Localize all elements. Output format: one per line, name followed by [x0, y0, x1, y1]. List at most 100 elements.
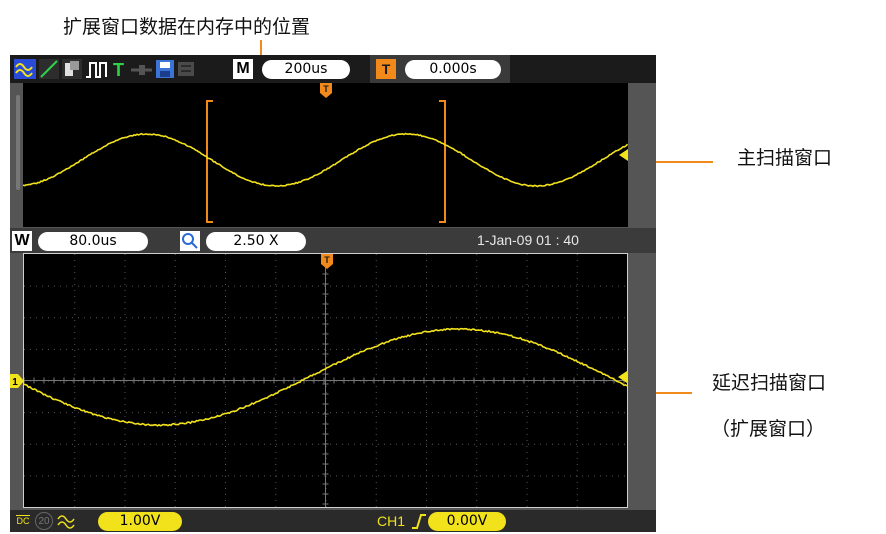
grid-dot [486, 412, 487, 413]
grid-dot [72, 317, 73, 318]
grid-dot [74, 278, 75, 279]
grid-dot [577, 350, 578, 351]
grid-dot [426, 458, 427, 459]
grid-dot [312, 349, 313, 350]
grid-dot [78, 475, 79, 476]
grid-dot [162, 349, 163, 350]
grid-dot [528, 475, 529, 476]
grid-dot [225, 410, 226, 411]
grid-dot [192, 317, 193, 318]
grid-dot [378, 286, 379, 287]
grid-dot [225, 422, 226, 423]
grid-dot [577, 374, 578, 375]
grid-dot [126, 286, 127, 287]
grid-dot [275, 314, 276, 315]
grid-dot [275, 506, 276, 507]
grid-dot [90, 286, 91, 287]
grid-dot [577, 416, 578, 417]
grid-dot [225, 404, 226, 405]
grid-dot [156, 412, 157, 413]
grid-dot [125, 476, 126, 477]
grid-dot [210, 349, 211, 350]
grid-dot [225, 446, 226, 447]
grid-dot [270, 475, 271, 476]
timebase-readout[interactable]: 200us [262, 60, 350, 79]
grid-dot [376, 404, 377, 405]
grid-dot [74, 296, 75, 297]
grid-dot [420, 444, 421, 445]
grid-dot [476, 392, 477, 393]
grid-dot [376, 446, 377, 447]
grid-dot [476, 374, 477, 375]
grid-dot [132, 317, 133, 318]
grid-dot [577, 278, 578, 279]
grid-dot [126, 444, 127, 445]
grid-dot [396, 475, 397, 476]
grid-dot [540, 412, 541, 413]
grid-dot [376, 272, 377, 273]
bandwidth-limit-icon: 20 [35, 512, 53, 530]
grid-dot [48, 286, 49, 287]
grid-dot [420, 349, 421, 350]
grid-dot [96, 286, 97, 287]
grid-dot [225, 476, 226, 477]
grid-dot [504, 475, 505, 476]
grid-dot [408, 286, 409, 287]
grid-dot [577, 488, 578, 489]
rising-edge-icon [411, 512, 427, 534]
grid-dot [175, 458, 176, 459]
grid-dot [74, 506, 75, 507]
grid-dot [376, 374, 377, 375]
volts-div-readout[interactable]: 1.00V [98, 512, 182, 531]
grid-dot [432, 317, 433, 318]
zoom-factor-readout[interactable]: 2.50 X [206, 232, 306, 251]
grid-dot [126, 349, 127, 350]
grid-dot [108, 475, 109, 476]
grid-dot [618, 444, 619, 445]
grid-dot [527, 254, 528, 255]
top-toolbar: T M 200us T 0.000s [10, 55, 656, 83]
grid-dot [36, 317, 37, 318]
grid-dot [624, 475, 625, 476]
grid-dot [275, 428, 276, 429]
grid-dot [577, 302, 578, 303]
grid-dot [54, 286, 55, 287]
grid-dot [376, 392, 377, 393]
grid-dot [576, 349, 577, 350]
grid-dot [414, 349, 415, 350]
grid-dot [552, 444, 553, 445]
grid-dot [234, 475, 235, 476]
grid-dot [168, 444, 169, 445]
grid-dot [125, 368, 126, 369]
grid-dot [376, 308, 377, 309]
grid-dot [225, 368, 226, 369]
window-timebase-readout[interactable]: 80.0us [38, 232, 148, 251]
grid-dot [225, 482, 226, 483]
grid-dot [222, 286, 223, 287]
grid-dot [376, 440, 377, 441]
grid-dot [132, 286, 133, 287]
grid-dot [222, 412, 223, 413]
trigger-delay-readout[interactable]: 0.000s [405, 60, 501, 79]
grid-dot [78, 286, 79, 287]
grid-dot [480, 475, 481, 476]
save-icon [156, 60, 174, 78]
grid-dot [175, 392, 176, 393]
grid-dot [312, 412, 313, 413]
grid-dot [330, 412, 331, 413]
grid-dot [138, 286, 139, 287]
trigger-level-readout[interactable]: 0.00V [428, 512, 506, 531]
grid-dot [175, 266, 176, 267]
grid-dot [175, 278, 176, 279]
grid-dot [276, 444, 277, 445]
grid-dot [527, 392, 528, 393]
grid-dot [376, 296, 377, 297]
grid-dot [577, 386, 578, 387]
grid-dot [74, 452, 75, 453]
grid-dot [492, 475, 493, 476]
grid-dot [275, 494, 276, 495]
grid-dot [192, 349, 193, 350]
grid-dot [54, 412, 55, 413]
grid-dot [376, 416, 377, 417]
grid-dot [527, 434, 528, 435]
